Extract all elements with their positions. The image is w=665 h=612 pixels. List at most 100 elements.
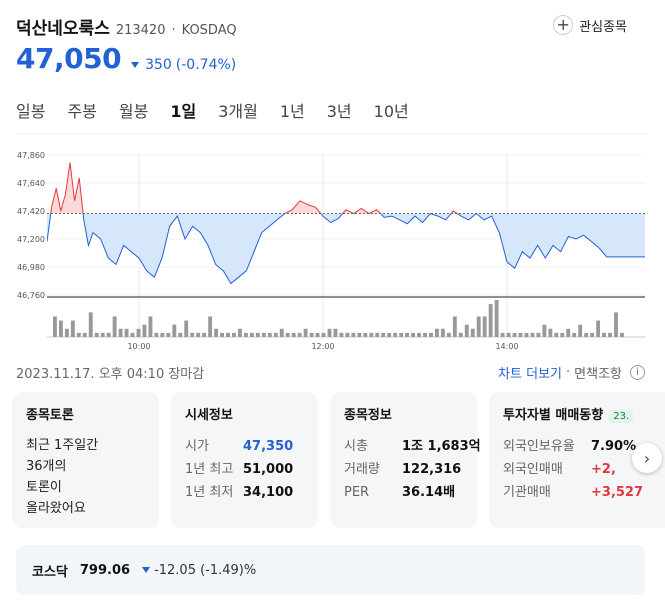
volume-bar: [261, 332, 266, 337]
volume-bar: [303, 328, 308, 337]
tab-10years[interactable]: 10년: [373, 102, 409, 121]
tab-3months[interactable]: 3개월: [218, 102, 258, 121]
stock-info-card-title: 종목정보: [344, 408, 392, 423]
volume-bar: [399, 332, 404, 337]
volume-bar: [178, 332, 183, 337]
volume-bar: [375, 332, 380, 337]
volume-bar: [536, 332, 541, 337]
investor-row: 외국인매매 +2,: [503, 458, 665, 481]
volume-bar: [118, 328, 123, 337]
tab-weekly[interactable]: 주봉: [67, 102, 97, 121]
volume-bar: [429, 332, 433, 337]
investor-value: +3,527: [591, 485, 644, 500]
volume-bar: [53, 316, 57, 337]
tab-monthly[interactable]: 월봉: [118, 102, 149, 121]
index-change: -12.05 (-1.49)%: [142, 563, 256, 578]
stock-info-card[interactable]: 종목정보 시총 1조 1,683억 거래량 122,316 PER 36.14배: [330, 392, 481, 528]
investor-value: +2,: [591, 462, 616, 477]
date-badge: 23.: [609, 410, 634, 423]
chart-more-link[interactable]: 차트 더보기: [498, 367, 563, 382]
volume-bar: [249, 332, 254, 337]
quote-row: 1년 최고 51,000: [185, 458, 304, 481]
investor-row: 외국인보유율 7.90%: [503, 435, 665, 458]
volume-bar: [196, 332, 201, 337]
volume-bar: [148, 316, 153, 337]
info-value: 1조 1,683억: [402, 439, 481, 454]
tab-daily[interactable]: 일봉: [16, 102, 46, 121]
volume-bar: [357, 332, 362, 337]
quote-card[interactable]: 시세정보 시가 47,350 1년 최고 51,000 1년 최저 34,100: [171, 392, 318, 528]
volume-bar: [226, 332, 230, 337]
volume-bar: [244, 332, 248, 337]
disclaimer-link[interactable]: 면책조항: [574, 367, 622, 382]
chevron-right-icon: ›: [643, 448, 651, 468]
tab-1day[interactable]: 1일: [170, 102, 197, 121]
volume-bar: [411, 332, 416, 337]
volume-bar: [202, 332, 207, 337]
volume-bar: [172, 324, 177, 337]
next-cards-button[interactable]: ›: [632, 443, 662, 473]
volume-bar: [124, 328, 129, 337]
volume-bar: [518, 332, 523, 337]
volume-bar: [106, 332, 111, 337]
quote-key: 1년 최저: [185, 485, 234, 500]
volume-bar: [255, 332, 260, 337]
volume-bar: [596, 320, 601, 337]
volume-bar: [381, 332, 386, 337]
area-below-baseline: [47, 213, 645, 284]
volume-bar: [88, 312, 93, 337]
quote-card-title: 시세정보: [185, 408, 233, 423]
volume-bar: [620, 332, 624, 337]
price-chart[interactable]: 47,860 47,640 47,420 47,200 46,980 46,760 10:0…: [0, 140, 665, 355]
watchlist-button[interactable]: + 관심종목: [553, 15, 627, 35]
plus-icon: +: [553, 15, 574, 35]
tab-1year[interactable]: 1년: [279, 102, 305, 121]
investor-title-text: 투자자별 매매동향: [503, 408, 604, 423]
volume-bar: [614, 312, 618, 337]
info-value: 122,316: [402, 462, 462, 477]
forum-line-2: 36개의: [26, 459, 67, 474]
volume-bar: [279, 328, 284, 337]
volume-bar: [369, 332, 374, 337]
y-tick-label: 46,760: [17, 291, 45, 300]
volume-bar: [560, 332, 565, 337]
volume-bar: [476, 316, 481, 337]
volume-bar: [602, 332, 607, 337]
volume-bar: [112, 316, 117, 337]
down-arrow-icon: [142, 567, 151, 573]
y-tick-label: 47,640: [17, 179, 45, 188]
investor-key: 외국인보유율: [503, 439, 575, 454]
volume-bar: [291, 332, 296, 337]
index-name: 코스닥: [32, 564, 68, 580]
market-index-bar[interactable]: 코스닥 799.06 -12.05 (-1.49)%: [16, 545, 645, 595]
volume-bar: [435, 328, 439, 337]
volume-bar: [190, 332, 195, 337]
volume-bar: [470, 328, 475, 337]
info-key: 시총: [344, 439, 368, 454]
chart-svg: 47,860 47,640 47,420 47,200 46,980 46,760 10:0…: [17, 151, 645, 351]
index-value: 799.06: [79, 562, 131, 578]
link-separator: ·: [566, 365, 571, 380]
volume-bar: [608, 332, 612, 337]
quote-value: 47,350: [243, 439, 294, 454]
tab-3years[interactable]: 3년: [326, 102, 352, 121]
volume-bar: [572, 332, 577, 337]
volume-bar: [506, 332, 511, 337]
volume-bar: [142, 324, 147, 337]
info-row: PER 36.14배: [344, 481, 463, 504]
quote-row: 1년 최저 34,100: [185, 481, 304, 504]
volume-bar: [327, 328, 332, 337]
meta-separator: ·: [171, 23, 176, 38]
forum-card[interactable]: 종목토론 최근 1주일간 36개의 토론이 올라왔어요: [12, 392, 159, 528]
volume-bar: [351, 332, 356, 337]
volume-bar: [184, 320, 189, 337]
volume-bar: [417, 332, 421, 337]
index-change-text: -12.05 (-1.49)%: [154, 562, 257, 578]
volume-bar: [512, 332, 517, 337]
price-change: 350 (-0.74%): [131, 57, 236, 73]
info-icon[interactable]: i: [630, 365, 645, 380]
volume-bar: [530, 332, 535, 337]
volume-bar: [285, 332, 290, 337]
volume-bar: [76, 332, 81, 337]
volume-bar: [64, 328, 69, 337]
